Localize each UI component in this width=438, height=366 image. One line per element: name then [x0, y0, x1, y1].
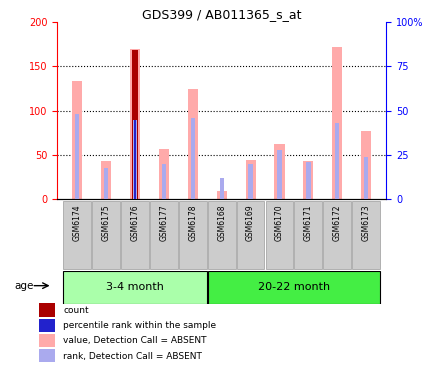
FancyBboxPatch shape: [121, 201, 148, 269]
Text: value, Detection Call = ABSENT: value, Detection Call = ABSENT: [63, 336, 206, 346]
FancyBboxPatch shape: [63, 271, 206, 304]
FancyBboxPatch shape: [207, 201, 235, 269]
Bar: [39, 318, 55, 332]
FancyBboxPatch shape: [179, 201, 206, 269]
Bar: [130, 49, 140, 199]
Bar: [334, 123, 339, 199]
Title: GDS399 / AB011365_s_at: GDS399 / AB011365_s_at: [141, 8, 301, 21]
Bar: [101, 161, 111, 199]
Bar: [332, 47, 342, 199]
Text: GSM6173: GSM6173: [361, 205, 370, 241]
FancyBboxPatch shape: [150, 201, 177, 269]
Bar: [133, 120, 137, 199]
Bar: [75, 114, 79, 199]
FancyBboxPatch shape: [294, 201, 321, 269]
FancyBboxPatch shape: [207, 271, 379, 304]
Bar: [219, 178, 223, 199]
Bar: [245, 160, 255, 199]
Bar: [39, 349, 55, 362]
Bar: [248, 164, 252, 199]
Bar: [274, 145, 284, 199]
Bar: [133, 120, 136, 199]
Bar: [39, 303, 55, 317]
Text: GSM6178: GSM6178: [188, 205, 197, 241]
FancyBboxPatch shape: [92, 201, 120, 269]
Bar: [132, 51, 138, 199]
Text: GSM6177: GSM6177: [159, 205, 168, 241]
Text: GSM6174: GSM6174: [73, 205, 81, 241]
Text: GSM6169: GSM6169: [246, 205, 254, 241]
Text: count: count: [63, 306, 89, 315]
Bar: [39, 334, 55, 347]
FancyBboxPatch shape: [265, 201, 293, 269]
Text: age: age: [14, 281, 34, 291]
Text: 20-22 month: 20-22 month: [257, 282, 329, 292]
Bar: [277, 150, 281, 199]
Bar: [305, 162, 310, 199]
Text: GSM6170: GSM6170: [274, 205, 283, 241]
FancyBboxPatch shape: [63, 201, 91, 269]
FancyBboxPatch shape: [351, 201, 379, 269]
Bar: [216, 191, 226, 199]
Bar: [303, 161, 313, 199]
Text: GSM6168: GSM6168: [217, 205, 226, 241]
Bar: [159, 149, 169, 199]
FancyBboxPatch shape: [323, 201, 350, 269]
Text: GSM6175: GSM6175: [102, 205, 110, 241]
Text: GSM6171: GSM6171: [303, 205, 312, 241]
Text: GSM6172: GSM6172: [332, 205, 341, 241]
Text: 3-4 month: 3-4 month: [106, 282, 164, 292]
Text: rank, Detection Call = ABSENT: rank, Detection Call = ABSENT: [63, 351, 202, 361]
FancyBboxPatch shape: [236, 201, 264, 269]
Bar: [360, 131, 370, 199]
Bar: [187, 89, 198, 199]
Bar: [190, 118, 194, 199]
Bar: [72, 81, 82, 199]
Text: percentile rank within the sample: percentile rank within the sample: [63, 321, 216, 330]
Bar: [104, 168, 108, 199]
Text: GSM6176: GSM6176: [130, 205, 139, 241]
Bar: [363, 157, 367, 199]
Bar: [161, 164, 166, 199]
